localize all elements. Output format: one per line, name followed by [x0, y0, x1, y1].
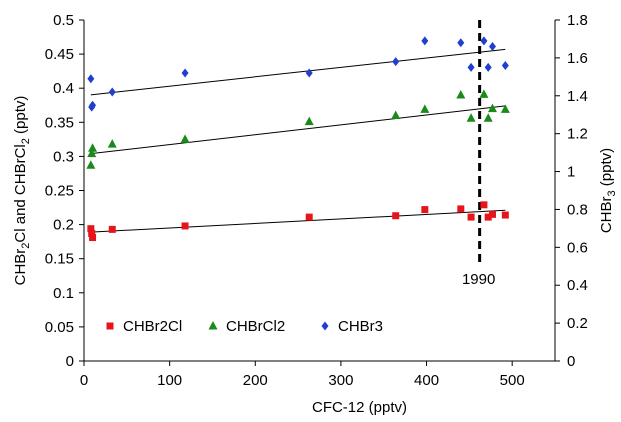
- y-right-tick-label: 1: [567, 164, 575, 181]
- data-point-chbr2cl: [421, 206, 429, 214]
- data-point-chbr3: [305, 68, 313, 78]
- data-marks: [86, 20, 510, 331]
- y-left-tick-label: 0.1: [53, 285, 74, 302]
- y-left-tick-label: 0.3: [53, 148, 74, 165]
- y-right-tick-label: 1.4: [567, 88, 588, 105]
- data-point-chbr2cl: [88, 229, 96, 237]
- x-tick-label: 200: [243, 372, 268, 389]
- y-left-tick-label: 0.2: [53, 217, 74, 234]
- legend-marker-chbr2cl: [106, 322, 114, 330]
- y-left-tick-label: 0.25: [45, 183, 74, 200]
- data-point-chbr3: [484, 62, 492, 72]
- y-right-tick-label: 1.2: [567, 126, 588, 143]
- data-point-chbr2cl: [392, 212, 400, 220]
- data-point-chbr2cl: [484, 213, 492, 221]
- year-marker-label: 1990: [462, 271, 495, 288]
- trend-line-chbr2cl: [90, 209, 506, 233]
- data-point-chbr3: [89, 100, 97, 110]
- data-point-chbrcl2: [180, 134, 190, 143]
- y-axis-left-title: CHBr2Cl and CHBrCl2 (pptv): [12, 96, 32, 286]
- data-point-chbrcl2: [466, 113, 476, 122]
- data-point-chbr2cl: [501, 211, 509, 219]
- chart-text: 0 100 200 300 400 500 0 0.05 0.1 0.15 0.2 0.25 0.3 0.…: [12, 12, 618, 416]
- legend-marker-chbrcl2: [208, 321, 218, 330]
- data-point-chbrcl2: [304, 116, 314, 126]
- data-point-chbr3: [457, 38, 465, 48]
- data-point-chbrcl2: [487, 103, 497, 113]
- data-point-chbrcl2: [483, 113, 493, 122]
- y-right-tick-label: 1.6: [567, 50, 588, 67]
- data-point-chbrcl2: [456, 90, 466, 99]
- data-point-chbr2cl: [488, 210, 496, 218]
- y-left-tick-label: 0.15: [45, 251, 74, 268]
- data-point-chbr3: [108, 87, 116, 97]
- trend-line-chbrcl2: [90, 105, 506, 155]
- y-right-tick-label: 0.2: [567, 315, 588, 332]
- y-left-tick-label: 0.35: [45, 114, 74, 131]
- data-point-chbr2cl: [480, 201, 488, 209]
- data-point-chbr2cl: [181, 222, 189, 230]
- data-point-chbr2cl: [457, 205, 465, 213]
- data-point-chbrcl2: [391, 110, 401, 119]
- y-left-tick-label: 0.5: [53, 12, 74, 29]
- x-tick-label: 0: [80, 372, 88, 389]
- legend-marker-chbr3: [321, 321, 329, 331]
- legend-label-chbrcl2: CHBrCl2: [226, 318, 285, 335]
- y-right-tick-label: 1.8: [567, 12, 588, 29]
- x-tick-label: 500: [500, 372, 525, 389]
- data-point-chbrcl2: [107, 139, 117, 148]
- legend-label-chbr3: CHBr3: [338, 318, 383, 335]
- y-left-tick-label: 0.45: [45, 46, 74, 63]
- y-axis-right-title: CHBr3 (pptv): [598, 148, 618, 233]
- data-point-chbr3: [467, 62, 475, 72]
- data-point-chbr2cl: [87, 225, 95, 233]
- y-right-tick-label: 0.8: [567, 201, 588, 218]
- trend-line-chbr3: [90, 48, 506, 96]
- data-point-chbr3: [480, 36, 488, 46]
- data-point-chbr2cl: [467, 213, 475, 221]
- data-point-chbr3: [488, 42, 496, 52]
- data-point-chbr2cl: [108, 225, 116, 233]
- data-point-chbrcl2: [479, 89, 489, 98]
- data-point-chbr3: [501, 60, 509, 70]
- data-point-chbr3: [421, 36, 429, 46]
- data-point-chbr2cl: [305, 213, 313, 221]
- data-point-chbrcl2: [500, 104, 510, 113]
- y-left-tick-label: 0: [66, 353, 74, 370]
- data-point-chbr3: [87, 74, 95, 84]
- data-point-chbrcl2: [88, 143, 98, 152]
- y-left-tick-label: 0.4: [53, 80, 74, 97]
- x-tick-label: 100: [157, 372, 182, 389]
- x-axis-title: CFC-12 (pptv): [312, 399, 407, 416]
- x-tick-label: 400: [414, 372, 439, 389]
- data-point-chbrcl2: [86, 160, 96, 169]
- x-tick-label: 300: [328, 372, 353, 389]
- data-point-chbrcl2: [87, 148, 97, 158]
- data-point-chbr2cl: [89, 234, 97, 242]
- y-right-tick-label: 0: [567, 353, 575, 370]
- legend-label-chbr2cl: CHBr2Cl: [123, 318, 182, 335]
- y-right-tick-label: 0.6: [567, 239, 588, 256]
- plot-area: [79, 19, 560, 366]
- data-point-chbr3: [392, 57, 400, 67]
- y-left-tick-label: 0.05: [45, 319, 74, 336]
- y-right-tick-label: 0.4: [567, 277, 588, 294]
- data-point-chbrcl2: [420, 104, 430, 113]
- data-point-chbr3: [181, 68, 189, 78]
